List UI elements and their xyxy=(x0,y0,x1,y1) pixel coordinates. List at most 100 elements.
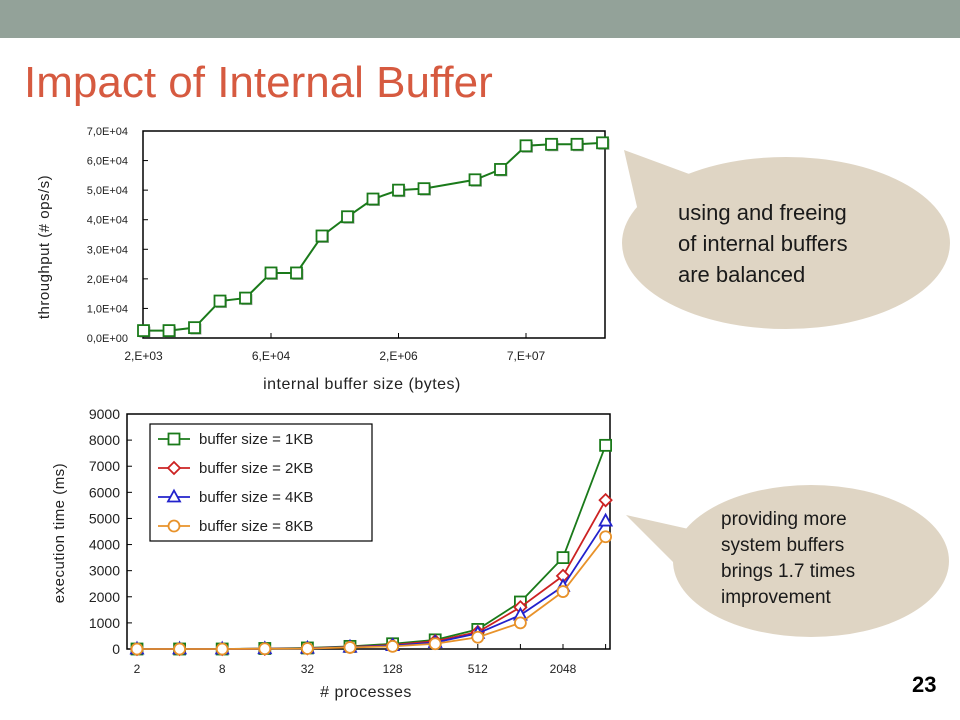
chart1-data-point xyxy=(264,266,278,280)
chart2-legend: buffer size = 1KB buffer size = 2KB buffer… xyxy=(149,423,373,542)
chart2-data-point xyxy=(598,492,613,508)
page-number: 23 xyxy=(912,672,937,697)
chart2-data-point xyxy=(215,642,229,656)
chart2-data-point xyxy=(300,642,314,655)
legend-entry-label: buffer size = 2KB xyxy=(199,460,313,477)
execution-time-chart: 0 1000 2000 3000 4000 5000 6000 7000 8000 9000 2 8 3… xyxy=(51,406,614,701)
chart2-data-point xyxy=(598,512,614,527)
chart2-x-tick-label: 8 xyxy=(219,662,226,676)
chart2-data-point xyxy=(471,630,485,644)
chart2-x-axis-label: # processes xyxy=(320,684,412,701)
chart1-y-axis-label: throughput (# ops/s) xyxy=(36,175,53,319)
callout-bottom-line: system buffers xyxy=(721,535,845,556)
chart2-x-tick-label: 32 xyxy=(301,662,315,676)
chart1-data-point xyxy=(596,136,609,150)
legend-entry-label: buffer size = 1KB xyxy=(199,431,313,448)
chart2-y-tick-label: 6000 xyxy=(89,484,120,500)
throughput-chart: 0,0E+00 1,0E+04 2,0E+04 3,0E+04 4,0E+04 5,0E+… xyxy=(36,126,610,393)
chart2-y-tick-label: 5000 xyxy=(89,510,120,526)
chart2-data-point xyxy=(386,639,400,653)
callout-bubble-top-body xyxy=(622,157,950,329)
chart1-x-tick-label: 6,E+04 xyxy=(252,349,291,363)
chart1-data-point xyxy=(137,324,150,338)
chart2-plot-area xyxy=(126,413,611,650)
top-accent-bar xyxy=(0,0,960,38)
chart1-x-tick-label: 2,E+06 xyxy=(379,349,418,363)
chart2-x-tick-label: 2048 xyxy=(550,662,577,676)
chart1-data-point xyxy=(570,137,584,151)
chart1-data-point xyxy=(239,291,252,305)
chart1-axes: 0,0E+00 1,0E+04 2,0E+04 3,0E+04 4,0E+04 5,0E+… xyxy=(87,126,546,363)
chart2-y-tick-label: 2000 xyxy=(89,589,120,605)
chart2-y-tick-label: 8000 xyxy=(89,432,120,448)
chart2-y-tick-label: 9000 xyxy=(89,406,120,422)
chart1-x-tick-label: 7,E+07 xyxy=(507,349,546,363)
chart1-x-tick-label: 2,E+03 xyxy=(124,349,163,363)
chart1-data-point xyxy=(290,266,303,280)
chart2-x-tick-label: 2 xyxy=(134,662,141,676)
chart2-y-tick-label: 0 xyxy=(112,641,120,657)
chart2-series-line xyxy=(137,536,607,650)
chart1-data-point xyxy=(392,183,405,197)
chart2-x-tick-label: 128 xyxy=(383,662,403,676)
legend-entry-label: buffer size = 8KB xyxy=(199,518,313,535)
chart2-data-point xyxy=(428,637,442,651)
callout-text-bottom: providing more system buffers brings 1.7… xyxy=(721,507,855,611)
chart2-x-tick-label: 512 xyxy=(468,662,488,676)
chart1-data-point xyxy=(366,192,380,206)
chart2-y-tick-label: 7000 xyxy=(89,458,120,474)
legend-swatch-marker xyxy=(167,519,181,533)
chart2-legend-box xyxy=(149,423,373,542)
chart1-y-tick-label: 1,0E+04 xyxy=(87,303,128,315)
chart1-y-tick-label: 6,0E+04 xyxy=(87,156,128,168)
chart2-y-tick-label: 3000 xyxy=(89,563,120,579)
chart2-data-point xyxy=(556,551,570,565)
chart1-data-point xyxy=(213,294,227,308)
callout-bottom-line: brings 1.7 times xyxy=(721,561,856,582)
chart1-data-point xyxy=(417,182,431,196)
callout-top-line: are balanced xyxy=(678,262,806,287)
chart2-y-tick-label: 4000 xyxy=(89,537,120,553)
chart2-axes: 0 1000 2000 3000 4000 5000 6000 7000 8000 9000 2 8 3… xyxy=(89,406,607,676)
chart1-data-point xyxy=(494,163,507,176)
legend-swatch-marker xyxy=(167,432,181,446)
callout-top-line: of internal buffers xyxy=(678,231,848,256)
chart2-data-point xyxy=(130,642,144,656)
chart2-data-point xyxy=(599,530,612,544)
legend-entry-label: buffer size = 4KB xyxy=(199,489,313,506)
chart2-series xyxy=(129,438,614,657)
chart2-data-point xyxy=(514,616,527,630)
chart2-y-tick-label: 1000 xyxy=(89,615,120,631)
callout-bubble-bottom-body xyxy=(673,485,949,637)
chart1-y-tick-label: 0,0E+00 xyxy=(87,333,128,345)
chart1-data-point xyxy=(545,137,558,151)
legend-swatch-marker xyxy=(166,488,182,503)
chart1-data-point xyxy=(188,321,201,335)
chart2-data-point xyxy=(258,642,272,656)
chart1-y-tick-label: 7,0E+04 xyxy=(87,126,128,138)
slide-title: Impact of Internal Buffer xyxy=(24,58,493,107)
chart1-y-tick-label: 2,0E+04 xyxy=(87,274,128,286)
chart1-series xyxy=(137,136,610,338)
chart1-data-point xyxy=(519,139,533,153)
chart1-y-tick-label: 3,0E+04 xyxy=(87,244,128,256)
chart2-y-axis-label: execution time (ms) xyxy=(51,463,68,603)
chart2-data-point xyxy=(173,642,187,656)
chart1-plot-area xyxy=(142,130,606,339)
chart1-data-point xyxy=(315,229,329,243)
callout-top-line: using and freeing xyxy=(678,200,847,225)
callout-bottom-line: providing more xyxy=(721,509,847,530)
legend-swatch-marker xyxy=(166,460,182,476)
chart2-data-point xyxy=(599,438,612,452)
chart1-data-point xyxy=(341,210,354,224)
chart1-data-point xyxy=(468,173,482,187)
chart1-data-point xyxy=(162,324,176,338)
chart1-y-tick-label: 5,0E+04 xyxy=(87,185,128,197)
chart1-y-tick-label: 4,0E+04 xyxy=(87,215,128,227)
callout-bottom-line: improvement xyxy=(721,587,831,608)
callout-text-top: using and freeing of internal buffers ar… xyxy=(678,197,848,290)
chart2-data-point xyxy=(343,641,357,654)
chart1-series-line xyxy=(143,141,603,332)
chart1-x-axis-label: internal buffer size (bytes) xyxy=(263,376,461,393)
